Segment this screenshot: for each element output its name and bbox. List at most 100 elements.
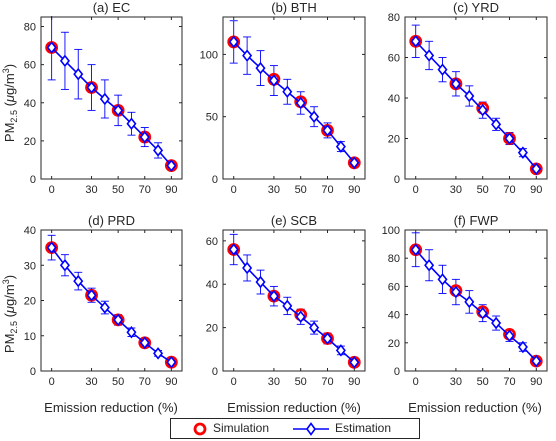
estimation-point [113, 313, 124, 327]
estimation-point [99, 301, 110, 314]
estimation-point [59, 258, 70, 272]
estimation-point [268, 289, 279, 303]
estimation-point [491, 118, 502, 131]
x-tick-label: 50 [477, 184, 489, 196]
legend-simulation-marker [193, 422, 207, 435]
y-tick-label: 20 [388, 338, 400, 350]
series-group [409, 24, 543, 176]
estimation-point [139, 336, 150, 350]
panel-title: (a) EC [93, 0, 131, 15]
estimation-point [228, 35, 239, 49]
x-tick-label: 90 [348, 184, 360, 196]
estimation-point [255, 61, 266, 75]
estimation-point [295, 310, 306, 324]
x-tick-label: 90 [530, 184, 542, 196]
estimation-line [415, 40, 537, 170]
estimation-point [242, 49, 253, 62]
estimation-point [531, 162, 542, 176]
y-tick-label: 40 [206, 279, 218, 291]
series-group [409, 232, 543, 368]
estimation-point [531, 354, 542, 368]
y-tick-label: 40 [24, 98, 36, 110]
panel-title: (d) PRD [88, 213, 135, 228]
x-tick-label: 30 [85, 376, 97, 388]
y-tick-label: 60 [388, 281, 400, 293]
estimation-line [233, 41, 355, 164]
estimation-point [242, 261, 253, 275]
legend-estimation-marker [293, 421, 329, 436]
y-tick-label: 100 [200, 49, 218, 61]
estimation-point [349, 156, 360, 170]
y-tick-label: 20 [206, 323, 218, 335]
y-tick-label: 50 [206, 112, 218, 124]
x-tick-label: 30 [450, 376, 462, 388]
series-group [227, 20, 361, 170]
panel-title: (e) SCB [271, 213, 317, 228]
estimation-point [477, 103, 488, 117]
estimation-point [228, 243, 239, 256]
x-tick-label: 70 [139, 184, 151, 196]
estimation-point [410, 35, 421, 48]
estimation-point [349, 356, 360, 369]
estimation-point [450, 285, 461, 299]
y-tick-label: 0 [212, 174, 218, 186]
x-tick-label: 30 [268, 376, 280, 388]
x-tick-label: 30 [268, 184, 280, 196]
x-tick-label: 70 [321, 376, 333, 388]
legend-item-simulation: Simulation [193, 421, 269, 436]
y-tick-label: 20 [24, 296, 36, 308]
estimation-point [504, 329, 515, 343]
estimation-point [335, 344, 346, 357]
estimation-point [139, 130, 150, 144]
x-tick-label: 70 [503, 376, 515, 388]
x-tick-label: 0 [413, 376, 419, 388]
estimation-point [86, 81, 97, 94]
x-tick-label: 0 [231, 184, 237, 196]
estimation-point [477, 306, 488, 320]
legend-simulation-label: Simulation [213, 421, 270, 435]
y-tick-label: 60 [206, 236, 218, 248]
y-tick-label: 40 [24, 225, 36, 237]
x-tick-label: 0 [413, 184, 419, 196]
x-axis-label-3: Emission reduction (%) [408, 400, 542, 415]
estimation-line [50, 247, 172, 363]
panel-2: (b) BTH 0 50 100 0 30 50 70 90 [200, 0, 366, 196]
x-tick-label: 70 [503, 184, 515, 196]
estimation-point [424, 49, 435, 62]
estimation-point [517, 146, 528, 159]
estimation-line [415, 249, 537, 362]
x-axis-label-2: Emission reduction (%) [227, 400, 361, 415]
y-tick-label: 40 [388, 93, 400, 105]
y-tick-label: 80 [24, 22, 36, 34]
x-tick-label: 0 [49, 184, 55, 196]
y-tick-label: 0 [394, 366, 400, 378]
x-tick-label: 50 [295, 184, 307, 196]
estimation-point [309, 321, 320, 334]
estimation-point [437, 63, 448, 76]
estimation-point [424, 258, 435, 272]
estimation-point [113, 104, 124, 117]
estimation-line [233, 249, 355, 363]
y-axis-label-top: PM2.5 (μg/m3) [1, 64, 19, 142]
x-tick-label: 30 [85, 184, 97, 196]
estimation-point [126, 117, 137, 131]
estimation-point [517, 340, 528, 354]
plot-area [40, 229, 183, 372]
estimation-point [309, 110, 320, 123]
y-tick-label: 40 [388, 310, 400, 322]
x-tick-label: 30 [450, 184, 462, 196]
y-tick-label: 80 [388, 253, 400, 265]
y-tick-label: 80 [388, 12, 400, 24]
x-tick-label: 90 [348, 376, 360, 388]
estimation-point [268, 74, 279, 87]
x-tick-label: 50 [295, 376, 307, 388]
series-group [45, 16, 178, 173]
x-tick-label: 90 [165, 376, 177, 388]
panel-3: (c) YRD 0 20 40 60 80 0 30 50 70 90 [388, 0, 548, 196]
estimation-point [73, 274, 84, 288]
y-tick-label: 20 [388, 134, 400, 146]
estimation-point [491, 316, 502, 330]
estimation-point [322, 124, 333, 137]
y-tick-label: 60 [388, 53, 400, 65]
